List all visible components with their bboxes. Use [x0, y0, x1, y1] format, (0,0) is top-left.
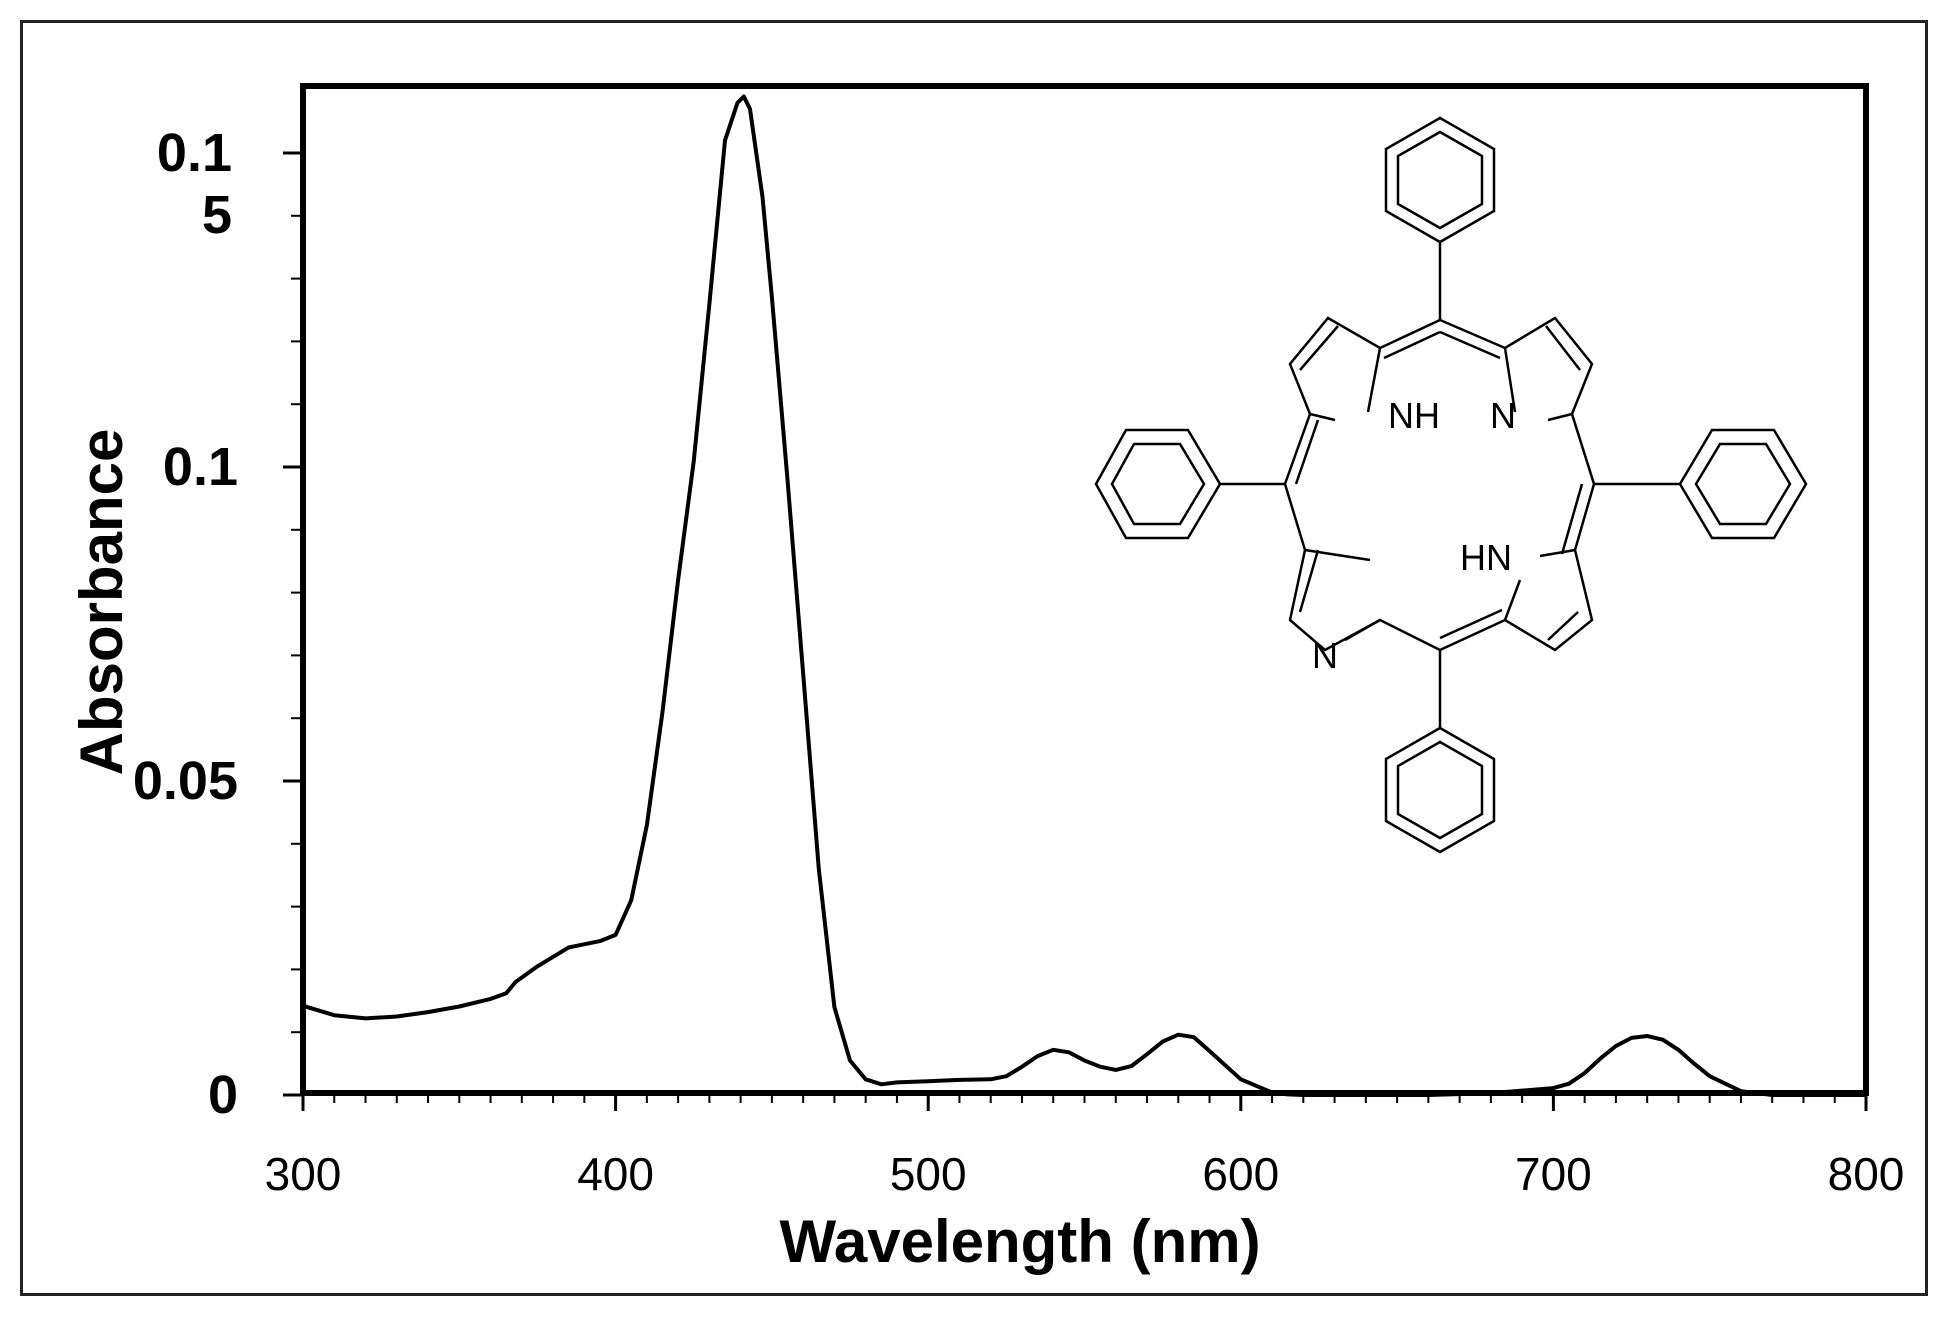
phenyl-ring-right	[1678, 428, 1808, 540]
y-tick-label: 0	[208, 1065, 238, 1125]
x-axis-label: Wavelength (nm)	[779, 1208, 1260, 1275]
phenyl-ring-bottom	[1384, 726, 1496, 854]
series-line	[302, 94, 1866, 1097]
x-tick-label: 300	[265, 1148, 342, 1200]
atom-label-n-top: N	[1490, 395, 1516, 436]
phenyl-ring-top	[1384, 116, 1496, 244]
y-tick-label: 0.1	[163, 437, 238, 497]
atom-label-nh-top: NH	[1388, 395, 1440, 436]
atom-label-n-bottom: N	[1312, 635, 1338, 676]
y-tick-label: 0.05	[133, 751, 238, 811]
axis-ticks	[283, 151, 1868, 1111]
figure-frame	[20, 20, 1928, 1296]
plot-area	[300, 83, 1869, 1096]
y-tick-label: 0.1 5	[157, 123, 232, 245]
y-axis-label: Absorbance	[68, 429, 135, 776]
phenyl-ring-left	[1094, 428, 1222, 540]
x-tick-label: 400	[577, 1148, 654, 1200]
porphyrin-structure	[1094, 116, 1808, 854]
atom-label-hn-bottom: HN	[1460, 537, 1512, 578]
x-tick-label: 700	[1515, 1148, 1592, 1200]
plot-border	[300, 83, 1869, 1096]
x-tick-label: 500	[890, 1148, 967, 1200]
tick-labels: 300 400 500 600 700 800 0 0.05 0.1 0.1 5	[133, 123, 1904, 1200]
x-tick-label: 800	[1828, 1148, 1905, 1200]
x-tick-label: 600	[1202, 1148, 1279, 1200]
